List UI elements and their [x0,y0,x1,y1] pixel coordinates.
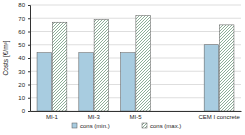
y-tick: 20 [18,82,30,88]
bar [219,25,234,111]
y-tick-mark [28,58,30,59]
y-tick: 10 [18,95,30,101]
x-tick-label: MI-1 [46,114,59,120]
y-tick: 0 [22,108,30,114]
y-tick-mark [28,85,30,86]
y-tick-mark [28,71,30,72]
x-tick-label: MI-3 [88,114,101,120]
legend-swatch [142,123,147,128]
x-tick: CEM I concrete [198,111,240,120]
bar [79,53,94,111]
y-tick-label: 0 [22,108,26,114]
y-axis-title: Costs [€/m³] [2,40,10,75]
y-tick-label: 20 [18,82,25,88]
x-tick: MI-1 [46,111,59,120]
x-axis: MI-1 MI-3 MI-5 CEM I concrete [31,111,242,120]
y-axis: 0 10 20 30 40 50 60 70 80 [18,2,30,114]
y-tick-mark [28,111,30,112]
y-tick: 80 [18,2,30,8]
y-tick: 30 [18,69,30,75]
y-tick-mark [28,5,30,6]
plot: 0 10 20 30 40 50 60 70 80 MI-1 MI-3 MI-5 CEM I concr… [18,2,241,120]
x-tick: MI-3 [88,111,101,120]
chart: 0 10 20 30 40 50 60 70 80 MI-1 MI-3 MI-5 CEM I concr… [0,0,245,135]
bar [121,53,136,111]
bar [204,45,219,111]
legend-swatch [72,123,77,128]
grid-line [30,18,241,19]
y-tick-label: 10 [18,95,25,101]
y-tick-label: 30 [18,69,25,75]
y-tick-mark [28,18,30,19]
y-tick-label: 40 [18,55,25,61]
x-axis-line [31,111,242,112]
bar [136,16,151,111]
grid [30,5,241,111]
bar [37,53,52,111]
legend: cons (min.) cons (max.) [72,123,181,129]
legend-label: cons (min.) [80,123,110,129]
x-tick-label: CEM I concrete [198,114,240,120]
bar [52,22,67,111]
x-tick-label: MI-5 [130,114,143,120]
y-tick-mark [28,32,30,33]
grid-line [30,5,241,6]
y-tick: 40 [18,55,30,61]
y-tick-mark [28,98,30,99]
legend-label: cons (max.) [150,123,181,129]
y-tick-label: 70 [18,16,25,22]
y-tick: 70 [18,16,30,22]
y-axis-line [28,6,31,112]
bars [37,16,234,111]
y-tick-label: 60 [18,29,25,35]
y-tick: 50 [18,42,30,48]
y-tick: 60 [18,29,30,35]
x-tick: MI-5 [130,111,143,120]
y-tick-mark [28,45,30,46]
y-tick-label: 80 [18,2,25,8]
bar [94,20,109,111]
y-tick-label: 50 [18,42,25,48]
